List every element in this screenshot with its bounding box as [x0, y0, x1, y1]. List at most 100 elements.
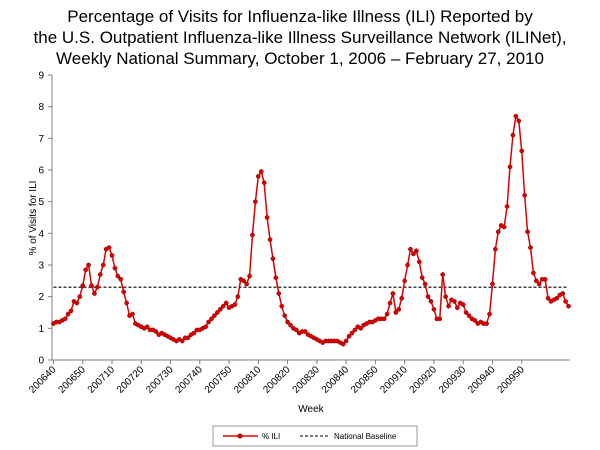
x-tick-label: 200820 [261, 364, 293, 396]
legend-baseline-label: National Baseline [334, 432, 397, 441]
y-tick-label: 9 [38, 71, 44, 82]
ili-point [443, 294, 448, 300]
ili-point [437, 316, 443, 322]
ili-point [62, 316, 68, 322]
ili-point [504, 204, 510, 209]
ili-point [393, 310, 399, 315]
ili-point [513, 113, 519, 119]
ili-point [487, 311, 492, 317]
x-tick-label: 200950 [495, 364, 527, 396]
ili-point [203, 324, 208, 330]
ili-point [501, 224, 507, 230]
ili-point [533, 278, 539, 284]
ili-point [495, 229, 501, 235]
ili-point [522, 192, 527, 198]
ili-point [516, 118, 522, 124]
ili-point [531, 270, 536, 276]
ili-point [428, 299, 434, 304]
ili-point [118, 276, 124, 282]
ili-point [267, 237, 273, 243]
ili-point [261, 180, 267, 186]
y-tick-label: 1 [38, 324, 44, 335]
ili-point [130, 311, 135, 317]
ili-point [519, 148, 525, 154]
ili-point [384, 311, 390, 317]
ili-point [279, 303, 285, 309]
y-ticks: 0 1 2 3 4 5 6 7 8 9 [38, 71, 52, 367]
ili-point [452, 299, 457, 304]
x-tick-label: 200740 [174, 364, 206, 396]
ili-point [106, 245, 112, 250]
ili-point [463, 310, 469, 315]
chart-title-line-3: Weekly National Summary, October 1, 2006… [56, 49, 544, 68]
ili-point [542, 276, 548, 282]
x-tick-label: 200930 [437, 364, 469, 396]
ili-point [422, 281, 428, 287]
ili-point [402, 278, 407, 284]
x-tick-label: 200730 [144, 364, 176, 396]
legend-ili-label: % ILI [262, 432, 280, 441]
legend: % ILI National Baseline [212, 425, 418, 447]
chart-title: Percentage of Visits for Influenza-like … [0, 6, 600, 69]
chart-title-line-1: Percentage of Visits for Influenza-like … [67, 7, 533, 26]
ili-point [352, 327, 358, 333]
x-tick-label: 200840 [320, 364, 352, 396]
ili-point [446, 303, 451, 309]
ili-point [460, 302, 466, 307]
y-tick-label: 8 [38, 102, 44, 113]
ili-point [250, 232, 255, 238]
ili-point [220, 303, 226, 309]
x-tick-label: 200920 [408, 364, 440, 396]
ili-point [285, 319, 290, 325]
ili-point [247, 273, 252, 279]
ili-point [396, 306, 402, 312]
x-axis-label: Week [298, 404, 324, 415]
ili-point [294, 327, 299, 333]
ili-point [349, 330, 355, 336]
ili-point [454, 305, 460, 311]
y-tick-label: 3 [38, 261, 44, 272]
ili-point [100, 262, 106, 268]
x-tick-label: 200750 [203, 364, 235, 396]
ili-point [121, 289, 127, 295]
ili-point [74, 300, 80, 306]
ili-point [191, 330, 197, 336]
ili-point [507, 164, 513, 170]
ili-point [179, 338, 185, 344]
chart-title-line-2: the U.S. Outpatient Influenza-like Illne… [33, 28, 567, 47]
ili-point [414, 248, 419, 254]
x-tick-label: 200850 [349, 364, 381, 396]
y-tick-label: 7 [38, 134, 44, 145]
x-tick-label: 200810 [232, 364, 264, 396]
ili-point [528, 245, 533, 250]
ili-point [212, 313, 217, 319]
ili-point [493, 246, 498, 252]
ili-point [416, 259, 422, 265]
ili-point [217, 306, 223, 312]
ili-point [97, 272, 103, 277]
x-ticks: 2006402006502007102007202007302007402007… [27, 360, 527, 396]
ili-point [270, 256, 276, 262]
ili-point [232, 302, 238, 307]
ili-point [68, 308, 74, 314]
ili-point [223, 300, 229, 306]
x-tick-label: 200720 [115, 364, 147, 396]
ili-point [411, 251, 416, 257]
ili-point [282, 313, 288, 319]
ili-point [405, 262, 410, 268]
ili-point [80, 283, 86, 288]
ili-point [472, 318, 478, 323]
ili-point [302, 329, 308, 334]
legend-ili-marker [237, 433, 243, 439]
ili-point [115, 273, 121, 279]
x-tick-label: 200640 [27, 364, 59, 396]
ili-point [563, 299, 568, 304]
ili-point [124, 300, 129, 306]
x-tick-label: 200940 [466, 364, 498, 396]
ili-point [390, 291, 396, 296]
ili-point [419, 275, 425, 281]
ili-point [209, 316, 214, 322]
ili-point [235, 294, 241, 300]
ili-point [566, 303, 571, 309]
